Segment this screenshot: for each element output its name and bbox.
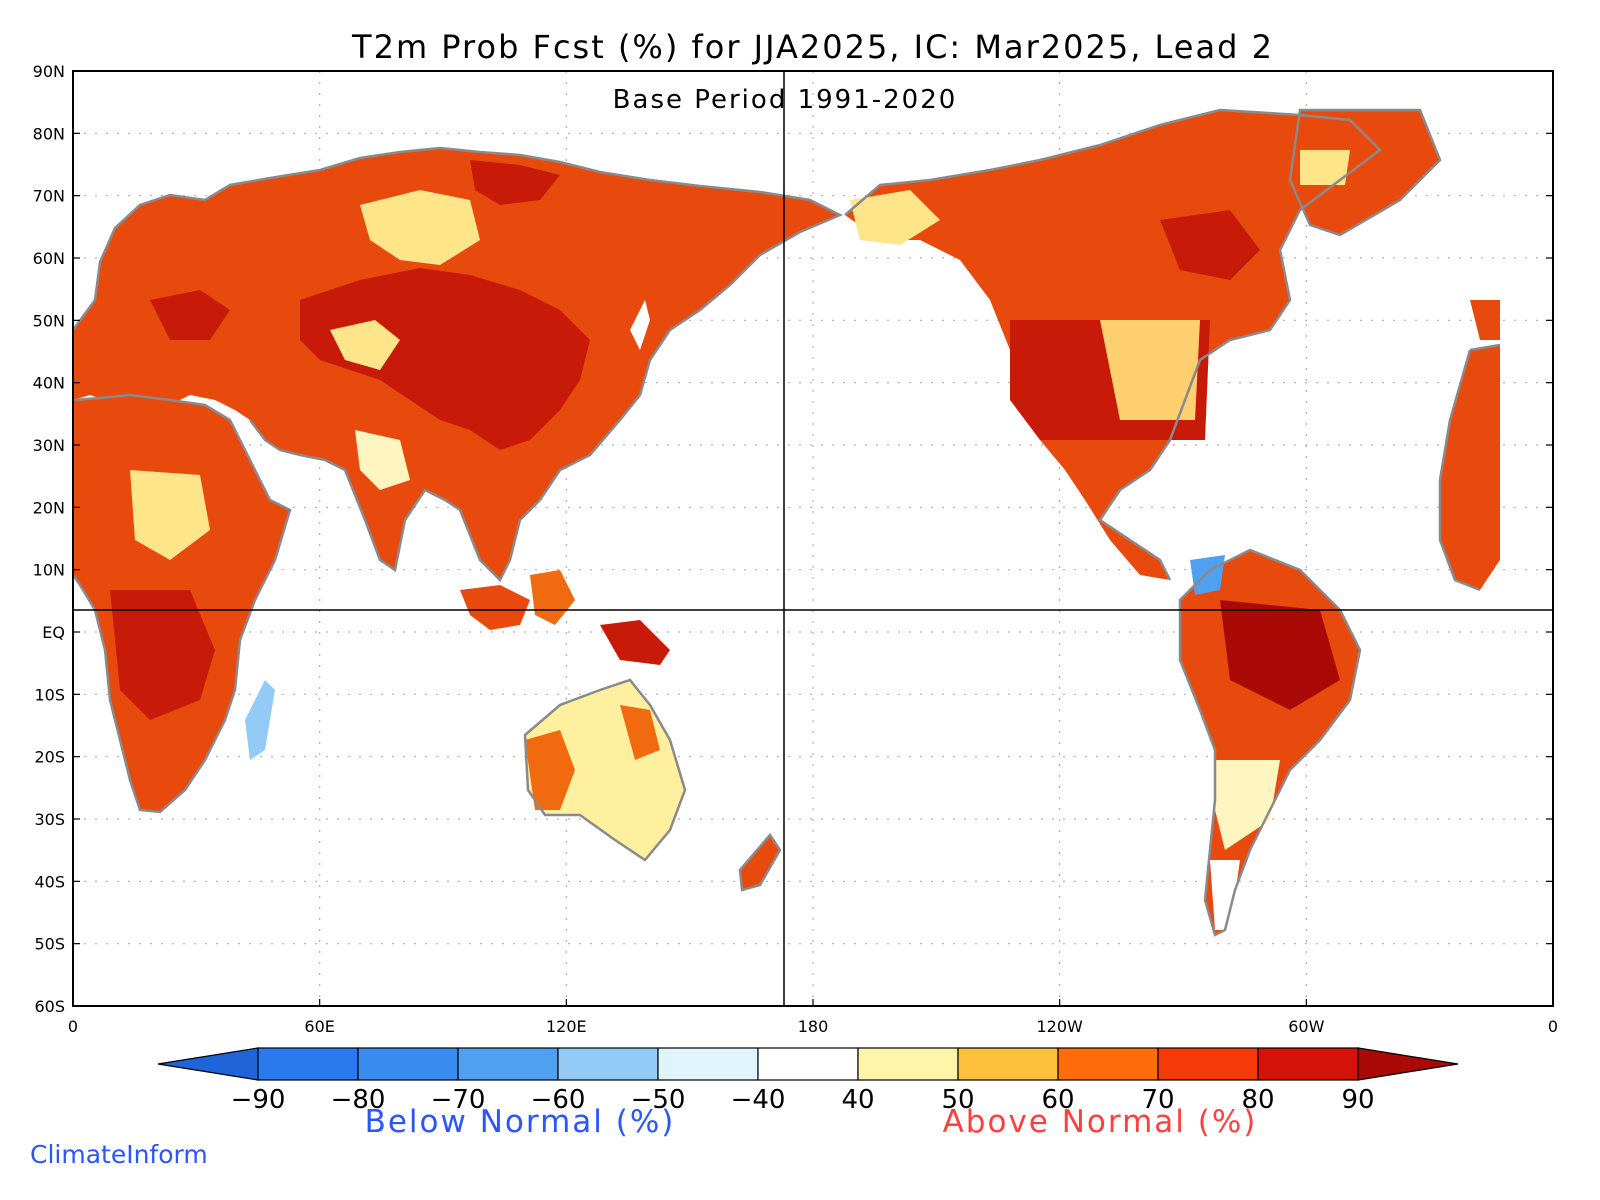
lat-label: 10N — [33, 561, 65, 580]
latitude-labels: 90N 80N 70N 60N 50N 40N 30N 20N 10N EQ 10S 20S 30S 40… — [33, 62, 1553, 1016]
colorbar-box — [1257, 1047, 1359, 1081]
land-south-america — [1180, 550, 1360, 935]
colorbar-arrow-left — [157, 1047, 259, 1081]
lat-label: 40S — [34, 872, 65, 891]
colorbar-box — [857, 1047, 959, 1081]
lat-label: 20S — [34, 748, 65, 767]
lon-label: 60W — [1288, 1017, 1324, 1036]
colorbar-arrow-right — [1357, 1047, 1459, 1081]
map-panel: Base Period 1991-2020 90N 80N 70N 60N 50N 40N… — [33, 62, 1558, 1036]
lon-label: 0 — [1548, 1017, 1558, 1036]
lat-label: 80N — [33, 124, 65, 143]
lon-label: 0 — [68, 1017, 78, 1036]
land-africa — [73, 395, 290, 812]
lat-label: 30N — [33, 436, 65, 455]
colorbar — [157, 1047, 1459, 1081]
lon-label: 120W — [1036, 1017, 1083, 1036]
lat-label: 60S — [34, 997, 65, 1016]
colorbar-box — [457, 1047, 559, 1081]
below-normal-label: Below Normal (%) — [365, 1104, 676, 1140]
colorbar-tick-label: −50 — [631, 1085, 686, 1115]
lat-label: 50N — [33, 311, 65, 330]
coastlines — [73, 108, 1501, 937]
land-west-africa-right — [1440, 300, 1500, 590]
colorbar-tick-label: −80 — [331, 1085, 386, 1115]
longitude-labels: 0 60E 120E 180 120W 60W 0 — [68, 999, 1558, 1036]
colorbar-tick-label: 60 — [1041, 1085, 1074, 1115]
colorbar-box — [357, 1047, 459, 1081]
colorbar-box — [757, 1047, 859, 1081]
lat-label: 70N — [33, 187, 65, 206]
lat-label: 10S — [34, 685, 65, 704]
lat-label: 30S — [34, 810, 65, 829]
colorbar-box — [1157, 1047, 1259, 1081]
above-normal-label: Above Normal (%) — [943, 1104, 1258, 1140]
map-content — [73, 71, 1553, 1006]
lat-label: EQ — [42, 623, 65, 642]
lon-label: 180 — [798, 1017, 829, 1036]
colorbar-tick-label: 50 — [941, 1085, 974, 1115]
colorbar-tick-label: 80 — [1241, 1085, 1274, 1115]
colorbar-tick-label: −90 — [231, 1085, 286, 1115]
lat-label: 60N — [33, 249, 65, 268]
colorbar-tick-label: −60 — [531, 1085, 586, 1115]
lon-label: 60E — [304, 1017, 334, 1036]
map-subtitle: Base Period 1991-2020 — [613, 85, 958, 115]
lat-label: 90N — [33, 62, 65, 81]
colorbar-tick-label: 90 — [1341, 1085, 1374, 1115]
colorbar-tick-label: 40 — [841, 1085, 874, 1115]
credit-text: ClimateInform — [30, 1140, 208, 1169]
map-title: T2m Prob Fcst (%) for JJA2025, IC: Mar20… — [351, 28, 1274, 66]
colorbar-box — [657, 1047, 759, 1081]
land-eurasia — [73, 148, 840, 580]
colorbar-tick-label: −40 — [731, 1085, 786, 1115]
lat-label: 40N — [33, 374, 65, 393]
colorbar-box — [1057, 1047, 1159, 1081]
lon-label: 120E — [546, 1017, 587, 1036]
colorbar-box — [257, 1047, 359, 1081]
colorbar-box — [557, 1047, 659, 1081]
land-north-america — [845, 110, 1440, 580]
colorbar-tick-label: −70 — [431, 1085, 486, 1115]
colorbar-box — [957, 1047, 1059, 1081]
lat-label: 20N — [33, 498, 65, 517]
colorbar-tick-labels: −90 −80 −70 −60 −50 −40 40 50 60 70 80 90 — [231, 1085, 1375, 1115]
lat-label: 50S — [34, 935, 65, 954]
land-southeast-asia — [460, 570, 670, 665]
colorbar-tick-label: 70 — [1141, 1085, 1174, 1115]
